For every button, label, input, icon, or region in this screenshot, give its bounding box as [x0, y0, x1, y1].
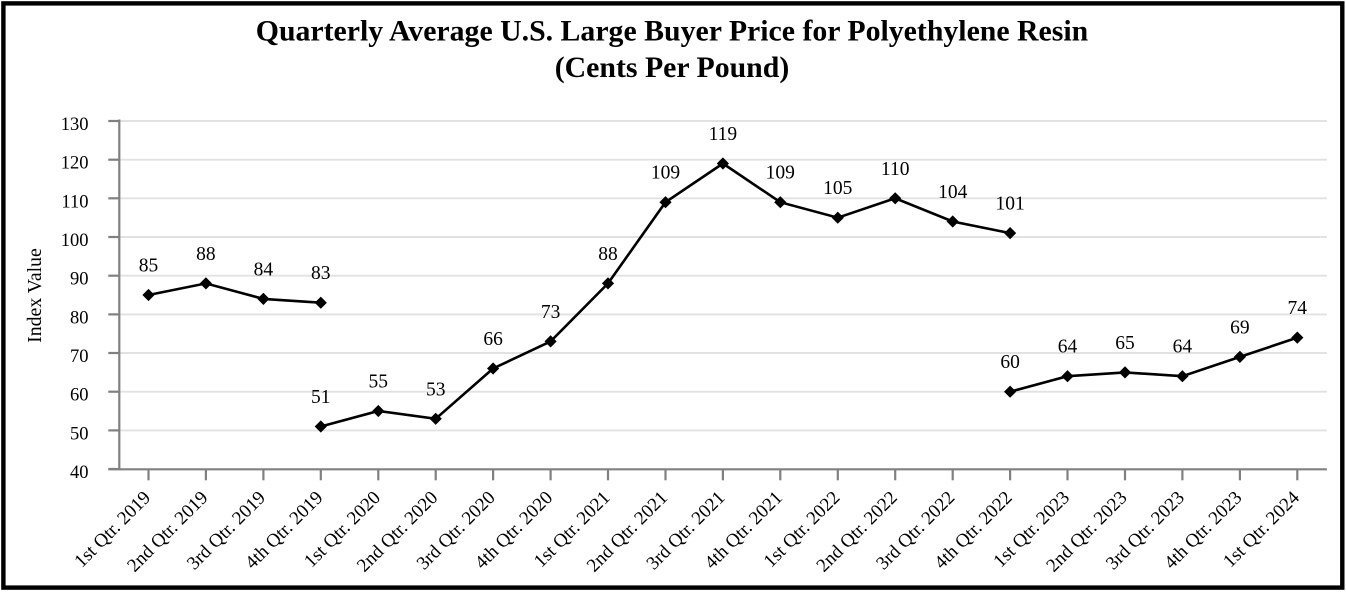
svg-text:101: 101 — [995, 194, 1024, 215]
svg-text:88: 88 — [598, 244, 618, 265]
svg-text:50: 50 — [70, 424, 89, 444]
svg-text:Quarterly Average U.S. Large B: Quarterly Average U.S. Large Buyer Price… — [256, 14, 1089, 47]
svg-text:60: 60 — [70, 386, 89, 406]
svg-text:53: 53 — [426, 379, 446, 400]
svg-text:(Cents Per Pound): (Cents Per Pound) — [555, 51, 790, 84]
svg-text:130: 130 — [61, 115, 89, 135]
svg-text:100: 100 — [61, 231, 89, 251]
svg-text:105: 105 — [823, 178, 852, 199]
svg-text:69: 69 — [1230, 317, 1250, 338]
svg-text:119: 119 — [709, 124, 738, 145]
svg-text:40: 40 — [70, 463, 89, 483]
svg-text:51: 51 — [311, 387, 331, 408]
svg-text:110: 110 — [61, 192, 88, 212]
svg-text:80: 80 — [70, 308, 89, 328]
svg-text:104: 104 — [938, 182, 968, 203]
svg-text:66: 66 — [483, 329, 503, 350]
svg-text:64: 64 — [1058, 337, 1078, 358]
svg-text:70: 70 — [70, 347, 89, 367]
svg-text:74: 74 — [1288, 298, 1308, 319]
svg-text:73: 73 — [541, 302, 561, 323]
svg-text:120: 120 — [61, 154, 89, 174]
svg-text:65: 65 — [1115, 333, 1135, 354]
svg-text:110: 110 — [881, 159, 910, 180]
svg-text:55: 55 — [369, 372, 389, 393]
svg-text:Index Value: Index Value — [24, 248, 46, 343]
svg-text:90: 90 — [70, 270, 89, 290]
svg-text:85: 85 — [139, 256, 159, 277]
svg-text:109: 109 — [651, 163, 680, 184]
svg-text:109: 109 — [766, 163, 795, 184]
svg-text:60: 60 — [1000, 352, 1020, 373]
svg-text:83: 83 — [311, 263, 331, 284]
svg-text:64: 64 — [1173, 337, 1193, 358]
svg-text:88: 88 — [196, 244, 216, 265]
svg-text:84: 84 — [254, 259, 274, 280]
